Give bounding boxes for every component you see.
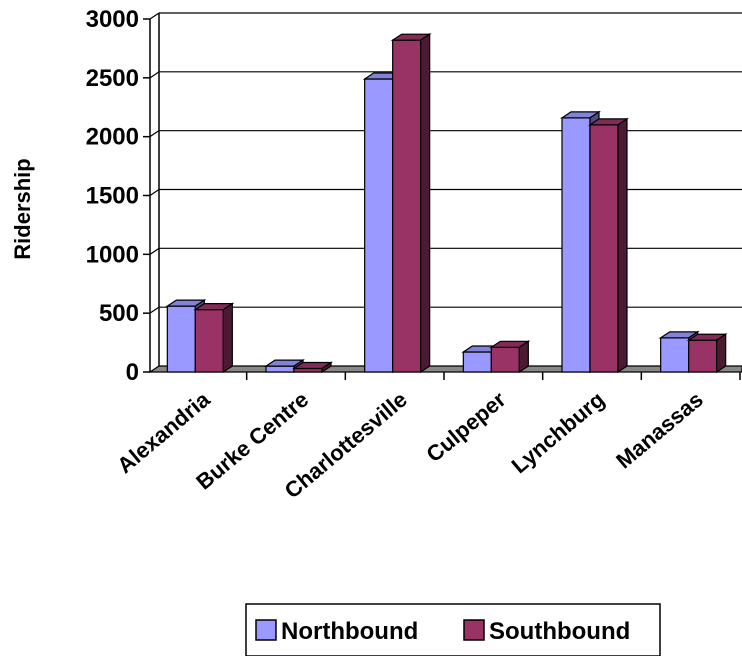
x-tick-label-manassas: Manassas: [611, 387, 708, 474]
gridline-diag: [150, 131, 159, 137]
y-tick-label: 2500: [86, 65, 139, 92]
bar-southbound-alexandria: [195, 304, 232, 372]
x-tick-label-alexandria: Alexandria: [112, 386, 215, 478]
legend: Northbound Southbound: [246, 604, 660, 656]
y-tick-label: 0: [126, 359, 139, 386]
bar-southbound-manassas: [689, 334, 726, 372]
y-tick-label: 1000: [86, 241, 139, 268]
gridline-diag: [150, 248, 159, 254]
bars: [167, 34, 725, 372]
bar-southbound-culpeper: [491, 341, 528, 372]
x-tick-label-lynchburg: Lynchburg: [507, 387, 610, 479]
bar-southbound-lynchburg: [590, 119, 627, 372]
x-tick-label-culpeper: Culpeper: [421, 386, 510, 467]
y-tick-labels: 0 500 1000 1500 2000 2500 3000: [86, 6, 139, 386]
gridline-diag: [150, 190, 159, 196]
gridline-diag: [150, 72, 159, 78]
legend-swatch-northbound: [256, 620, 276, 640]
bar-southbound-charlottesville: [393, 34, 430, 372]
gridlines: [150, 13, 742, 313]
y-tick-label: 2000: [86, 124, 139, 151]
gridline-diag: [150, 13, 159, 19]
y-tick-label: 1500: [86, 183, 139, 210]
gridline-diag: [150, 307, 159, 313]
y-tick-label: 500: [99, 300, 139, 327]
legend-swatch-southbound: [464, 620, 484, 640]
y-axis-title: Ridership: [10, 158, 35, 259]
legend-label-northbound: Northbound: [281, 618, 418, 645]
legend-label-southbound: Southbound: [489, 618, 630, 645]
y-tick-label: 3000: [86, 6, 139, 33]
chart-floor: [150, 366, 742, 372]
